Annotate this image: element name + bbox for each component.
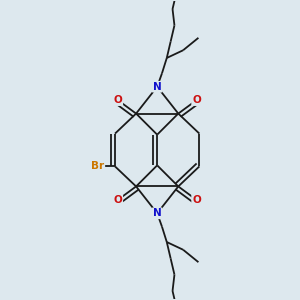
Text: N: N	[153, 82, 162, 92]
Text: O: O	[192, 95, 201, 105]
Text: O: O	[192, 195, 201, 205]
Text: O: O	[113, 195, 122, 205]
Text: O: O	[113, 95, 122, 105]
Text: Br: Br	[91, 161, 104, 171]
Text: N: N	[153, 208, 162, 218]
